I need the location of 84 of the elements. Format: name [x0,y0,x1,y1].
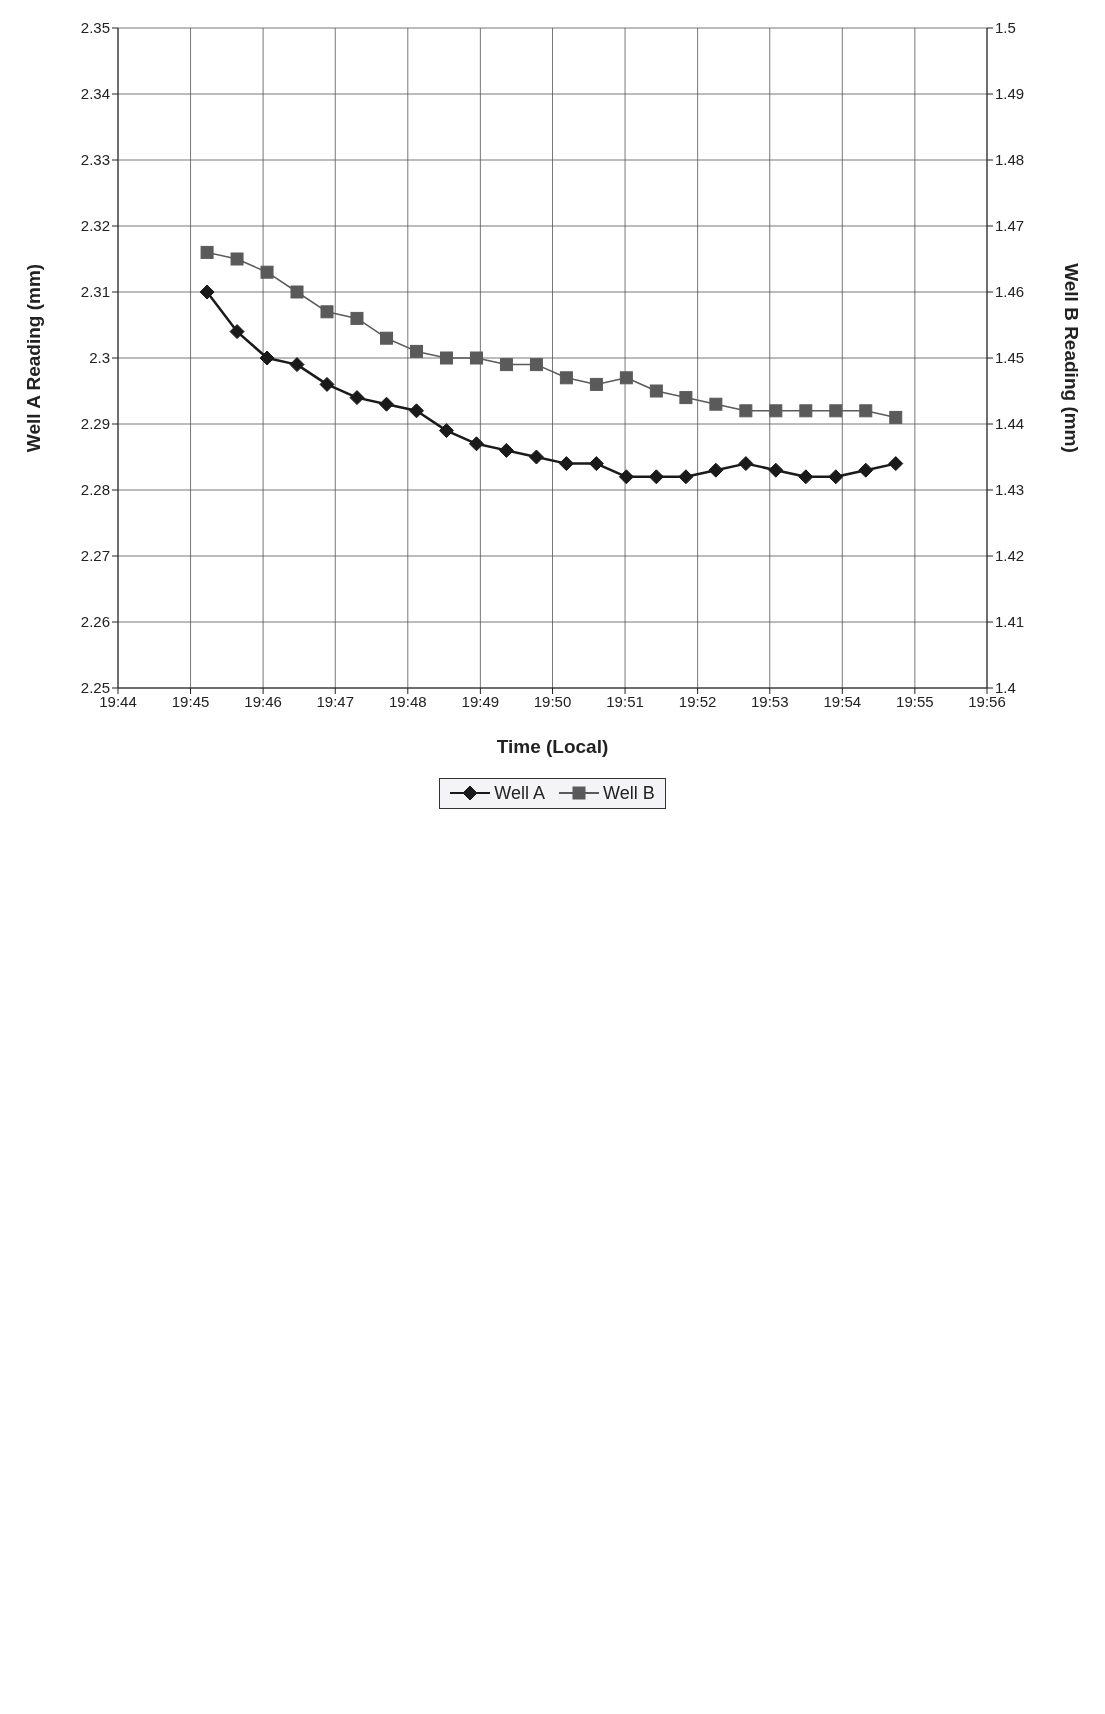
point [260,265,274,279]
point [289,357,305,373]
y-tick-label: 2.31 [80,283,110,301]
point [709,397,723,411]
point [769,404,783,418]
point [319,376,335,392]
point [350,311,364,325]
point [708,462,724,478]
x-tick-label: 19:54 [823,692,862,710]
y-tick-label: 2.34 [80,85,110,103]
point [738,456,754,472]
x-tick-label: 19:51 [606,692,644,710]
point [679,391,693,405]
point [799,404,813,418]
point [409,403,424,419]
point [768,462,784,478]
x-tick-label: 19:50 [533,692,572,710]
y-tick-label: 2.32 [80,217,110,235]
point [889,410,903,424]
point [888,456,904,472]
x-tick-label: 19:48 [389,692,427,710]
x-axis-title: Time (Local) [496,736,609,757]
x-tick-label: 19:49 [461,692,500,710]
point [499,358,513,372]
point [468,436,484,452]
y-tick-label: 2.26 [80,613,110,631]
point [529,358,543,372]
point [648,469,664,485]
point [469,351,483,365]
point [858,462,874,478]
y-tick-label: 2.3 [89,349,110,367]
y2-tick-label: 1.43 [995,481,1025,499]
y-tick-label: 2.29 [80,415,110,433]
point [439,351,453,365]
point [380,331,394,345]
point [798,469,814,485]
y-tick-label: 2.35 [80,19,110,37]
legend-label: Well B [603,782,655,804]
point [829,404,843,418]
point [259,350,275,366]
y-tick-label: 2.28 [80,481,110,499]
y2-tick-label: 1.42 [995,547,1025,565]
point [320,305,334,319]
x-tick-label: 19:45 [171,692,210,710]
point [498,442,514,458]
y-axis-title: Well A Reading (mm) [22,263,44,453]
point [558,456,574,472]
y2-tick-label: 1.49 [995,85,1025,103]
y-tick-label: 2.33 [80,151,110,169]
x-tick-label: 19:53 [750,692,789,710]
point [588,456,604,472]
y2-tick-label: 1.5 [995,19,1016,37]
point [379,396,395,412]
point [619,371,633,385]
point [290,285,304,299]
point [199,284,215,300]
x-tick-label: 19:46 [244,692,282,710]
y-tick-label: 2.27 [80,547,110,565]
point [828,469,844,485]
y2-tick-label: 1.47 [995,217,1025,235]
x-tick-label: 19:52 [678,692,717,710]
point [649,384,663,398]
y2-tick-label: 1.41 [995,613,1025,631]
point [589,377,603,391]
point [200,245,214,259]
point [349,390,365,406]
y2-axis-title: Well B Reading (mm) [1061,263,1083,453]
point [559,371,573,385]
y2-tick-label: 1.48 [995,151,1025,169]
point [528,449,544,465]
point [230,252,244,266]
x-tick-label: 19:47 [316,692,355,710]
point [438,423,454,439]
legend-label: Well A [494,782,545,804]
point [739,404,753,418]
point [410,344,423,358]
y2-tick-label: 1.45 [995,349,1025,367]
point [229,324,245,340]
x-tick-label: 19:55 [896,692,934,710]
y2-tick-label: 1.44 [995,415,1025,433]
point [618,469,634,485]
point [859,404,873,418]
point [678,469,694,485]
y2-tick-label: 1.46 [995,283,1025,301]
